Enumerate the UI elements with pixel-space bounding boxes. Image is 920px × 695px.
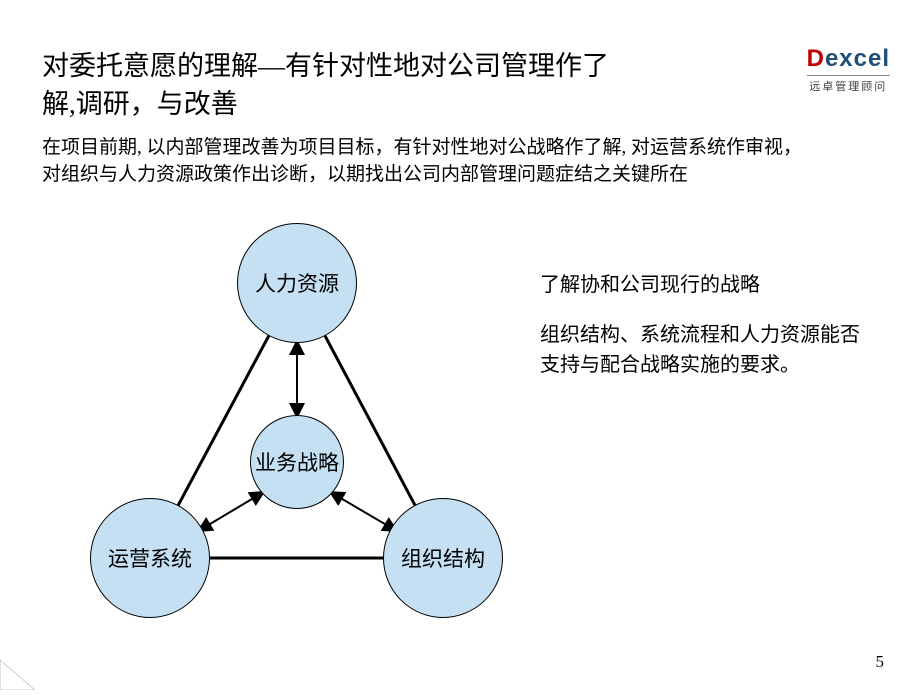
side-text-p2: 组织结构、系统流程和人力资源能否支持与配合战略实施的要求。 xyxy=(540,320,870,380)
node-biz: 业务战略 xyxy=(250,415,344,509)
triangle-diagram: 人力资源业务战略运营系统 组织结构 xyxy=(40,215,510,635)
slide-subtitle: 在项目前期, 以内部管理改善为项目目标，有针对性地对公战略作了解, 对运营系统作… xyxy=(42,135,817,188)
node-org: 组织结构 xyxy=(383,498,503,618)
node-ops: 运营系统 xyxy=(90,498,210,618)
page-number: 5 xyxy=(876,652,885,672)
logo-subtitle: 远卓管理顾问 xyxy=(807,75,890,94)
slide-title: 对委托意愿的理解—有针对性地对公司管理作了解,调研，与改善 xyxy=(42,48,642,124)
brand-logo: Dexcel 远卓管理顾问 xyxy=(807,45,890,94)
side-text-p1: 了解协和公司现行的战略 xyxy=(540,270,870,300)
corner-cut xyxy=(0,660,50,690)
logo-rest: excel xyxy=(825,45,890,72)
logo-first-letter: D xyxy=(807,45,825,72)
logo-main: Dexcel xyxy=(807,45,890,73)
side-text: 了解协和公司现行的战略 组织结构、系统流程和人力资源能否支持与配合战略实施的要求… xyxy=(540,270,870,400)
node-hr: 人力资源 xyxy=(237,223,357,343)
